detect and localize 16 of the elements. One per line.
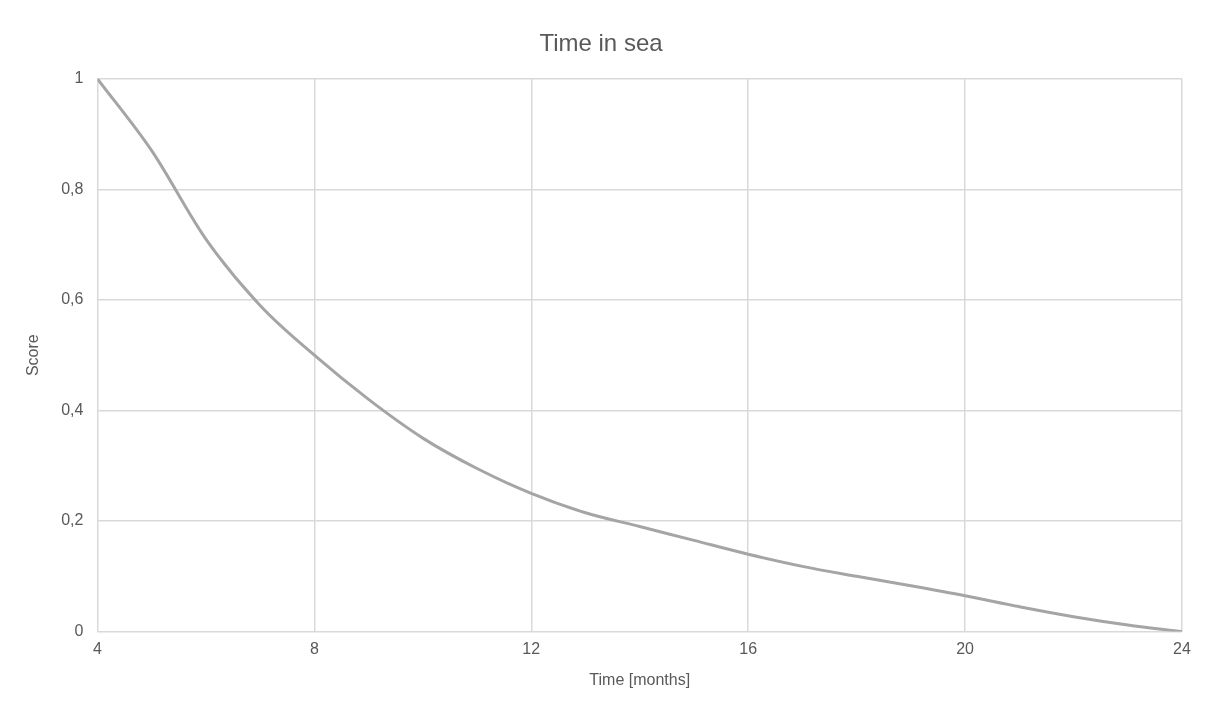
y-axis-title: Score: [24, 334, 42, 377]
chart-title: Time in sea: [539, 29, 664, 57]
x-tick-label: 4: [92, 639, 102, 657]
line-series: [97, 78, 1182, 632]
y-tick-label: 1: [74, 69, 84, 87]
x-tick-label: 8: [309, 639, 319, 657]
x-tick-label: 12: [522, 639, 541, 657]
y-tick-label: 0,4: [61, 400, 84, 418]
x-axis-title: Time [months]: [589, 670, 691, 688]
y-tick-label: 0,6: [61, 290, 84, 308]
x-tick-label: 16: [739, 639, 758, 657]
y-tick-label: 0,8: [61, 179, 84, 197]
y-tick-label: 0: [74, 622, 84, 640]
x-tick-label: 24: [1173, 639, 1191, 657]
y-tick-label: 0,2: [61, 511, 84, 529]
x-tick-label: 20: [956, 639, 975, 657]
